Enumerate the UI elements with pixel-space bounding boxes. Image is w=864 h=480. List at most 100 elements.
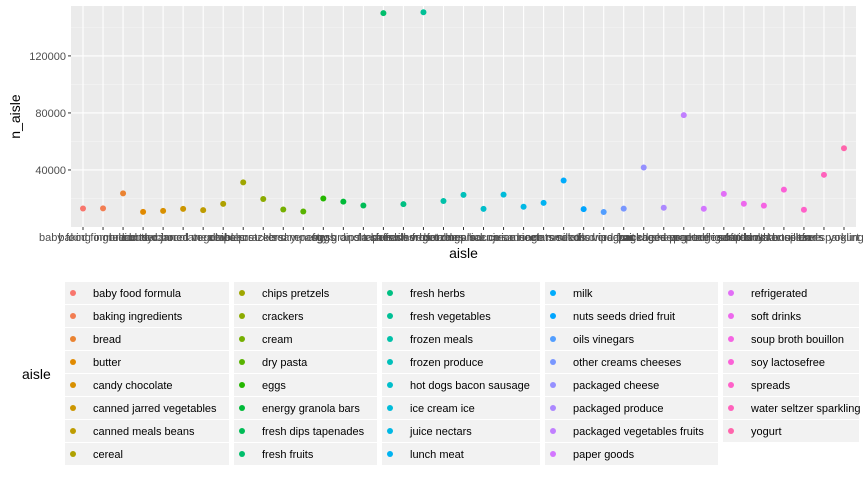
x-tick-label: soy lactosefree xyxy=(747,232,821,244)
legend-key-bg xyxy=(382,374,540,396)
legend-label: energy granola bars xyxy=(262,403,360,415)
data-point xyxy=(620,205,627,212)
legend-key-bg xyxy=(234,443,377,465)
x-tick-label: frozen produce xyxy=(427,232,500,244)
legend-swatch xyxy=(728,428,734,434)
legend-label: spreads xyxy=(751,380,791,392)
x-tick-label: packaged vegetables fruits xyxy=(618,232,749,244)
data-point xyxy=(260,196,267,203)
data-point xyxy=(800,206,807,213)
data-point xyxy=(840,145,847,152)
data-point xyxy=(540,199,547,206)
legend-label: fresh dips tapenades xyxy=(262,426,365,438)
legend-swatch xyxy=(550,428,556,434)
x-tick-label: packaged cheese xyxy=(601,232,687,244)
legend-swatch xyxy=(550,382,556,388)
legend-label: milk xyxy=(573,288,593,300)
data-point xyxy=(720,190,727,197)
legend-key-bg xyxy=(382,305,540,327)
legend-label: water seltzer sparkling xyxy=(750,403,860,415)
legend-swatch xyxy=(387,405,393,411)
legend-label: nuts seeds dried fruit xyxy=(573,311,675,323)
legend-key-bg xyxy=(545,420,718,442)
data-point xyxy=(560,177,567,184)
legend-label: cream xyxy=(262,334,293,346)
legend-label: ice cream ice xyxy=(410,403,475,415)
legend-label: candy chocolate xyxy=(93,380,173,392)
legend-swatch xyxy=(239,290,245,296)
legend-key-bg xyxy=(545,397,718,419)
x-tick-label: milk xyxy=(554,232,574,244)
data-point xyxy=(700,205,707,212)
legend-key-bg xyxy=(545,351,718,373)
data-point xyxy=(640,164,647,171)
legend-items: baby food formula baking ingredients bread… xyxy=(65,282,860,465)
legend-label: soup broth bouillon xyxy=(751,334,844,346)
data-point xyxy=(460,191,467,198)
legend-label: dry pasta xyxy=(262,357,308,369)
legend-key-bg xyxy=(65,282,229,304)
data-points xyxy=(80,9,847,216)
data-point xyxy=(340,198,347,205)
legend-swatch xyxy=(728,313,734,319)
x-tick-label: butter xyxy=(129,232,157,244)
legend-label: packaged vegetables fruits xyxy=(573,426,704,438)
x-tick-label: bread xyxy=(109,232,137,244)
data-point xyxy=(480,205,487,212)
x-tick-label: chips pretzels xyxy=(210,232,278,244)
legend-swatch xyxy=(550,451,556,457)
legend-label: hot dogs bacon sausage xyxy=(410,380,530,392)
x-tick-label: crackers xyxy=(242,232,284,244)
legend-key-bg xyxy=(234,420,377,442)
legend-swatch xyxy=(728,290,734,296)
legend-label: bread xyxy=(93,334,121,346)
legend-key-bg xyxy=(382,443,540,465)
x-tick-label: paper goods xyxy=(673,232,735,244)
legend-key-bg xyxy=(234,397,377,419)
legend-label: other creams cheeses xyxy=(573,357,682,369)
legend-key-bg xyxy=(382,397,540,419)
legend-label: yogurt xyxy=(751,426,782,438)
data-point xyxy=(660,204,667,211)
legend-label: frozen produce xyxy=(410,357,483,369)
data-point xyxy=(220,200,227,207)
x-tick-label: cereal xyxy=(208,232,238,244)
legend-key-bg xyxy=(234,282,377,304)
data-point xyxy=(120,190,127,197)
legend-swatch xyxy=(728,336,734,342)
legend-key-bg xyxy=(723,374,859,396)
legend-swatch xyxy=(70,451,76,457)
x-tick-label: baby food formula xyxy=(39,232,128,244)
legend-swatch xyxy=(728,359,734,365)
legend-key-bg xyxy=(723,420,859,442)
data-point xyxy=(100,205,107,212)
legend-key-bg xyxy=(234,305,377,327)
x-axis-title: aisle xyxy=(449,245,478,261)
legend-key-bg xyxy=(545,328,718,350)
data-point xyxy=(80,205,87,212)
legend-title: aisle xyxy=(22,366,51,382)
data-point xyxy=(380,10,387,17)
legend-key-bg xyxy=(65,328,229,350)
x-tick-label: baking ingredients xyxy=(58,232,148,244)
legend-key-bg xyxy=(723,282,859,304)
legend-label: fresh herbs xyxy=(410,288,466,300)
x-tick-label: fresh dips tapenades xyxy=(312,232,415,244)
legend: aisle baby food formula baking ingredient… xyxy=(22,282,860,465)
data-point xyxy=(400,201,407,208)
legend-label: lunch meat xyxy=(410,449,464,461)
legend-key-bg xyxy=(65,374,229,396)
legend-label: juice nectars xyxy=(409,426,472,438)
legend-label: soft drinks xyxy=(751,311,802,323)
legend-swatch xyxy=(70,405,76,411)
y-axis-title: n_aisle xyxy=(7,94,23,139)
legend-swatch xyxy=(550,405,556,411)
x-tick-label: lunch meat xyxy=(517,232,571,244)
x-tick-label: fresh fruits xyxy=(358,232,410,244)
legend-key-bg xyxy=(65,443,229,465)
legend-key-bg xyxy=(723,328,859,350)
legend-label: oils vinegars xyxy=(573,334,635,346)
legend-swatch xyxy=(239,359,245,365)
y-axis: 40000 80000 120000 xyxy=(29,51,71,177)
